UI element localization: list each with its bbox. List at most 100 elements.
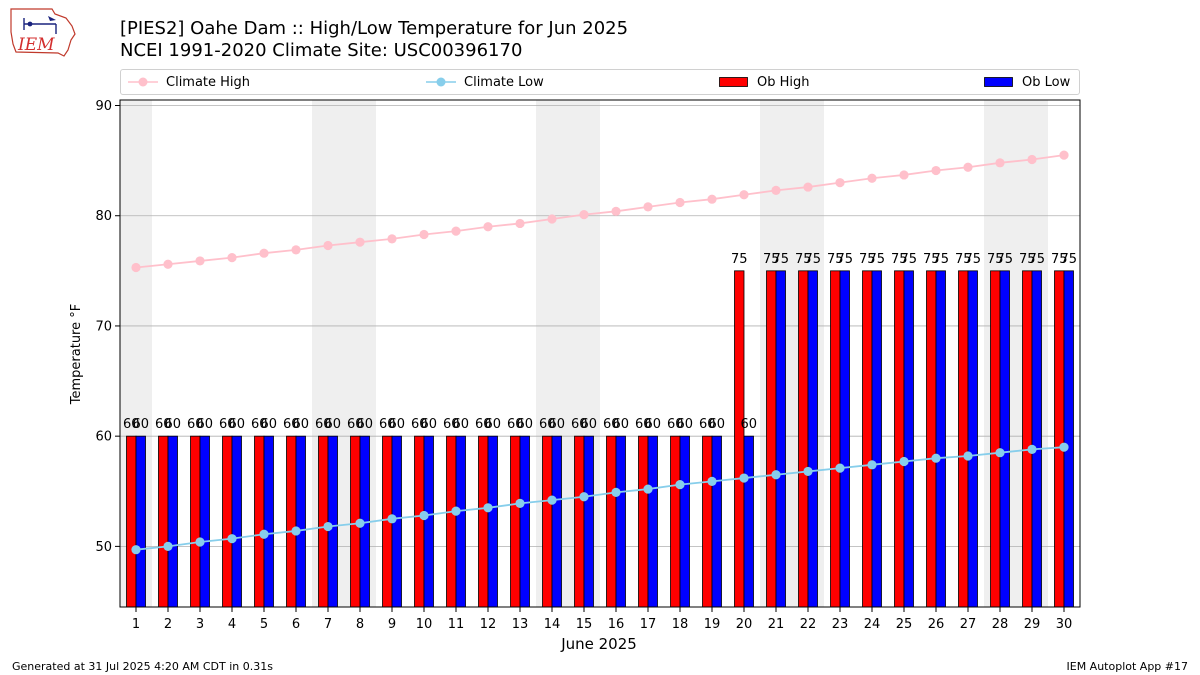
legend: Climate High Climate Low Ob High Ob Low <box>120 69 1080 95</box>
xtick-label-18: 18 <box>672 617 689 632</box>
bar-ob-low-23 <box>839 270 850 608</box>
bar-ob-low-16 <box>615 435 626 608</box>
legend-item-climate-high: Climate High <box>128 70 250 94</box>
bar-ob-high-16 <box>606 435 617 608</box>
label-ob-high-29: 75 <box>1019 252 1036 267</box>
climate-low-point-10 <box>419 510 429 521</box>
bar-ob-high-1 <box>126 435 137 608</box>
climate-high-point-2 <box>163 259 173 269</box>
climate-high-point-11 <box>451 226 461 236</box>
label-ob-low-4: 60 <box>228 417 245 432</box>
bar-ob-low-15 <box>583 435 594 608</box>
xtick-label-13: 13 <box>512 617 529 632</box>
climate-high-point-10 <box>419 229 429 240</box>
xtick-label-20: 20 <box>736 617 753 632</box>
climate-high-point-1 <box>131 262 141 273</box>
climate-low-point-17 <box>643 484 653 494</box>
ytick-label-90: 90 <box>95 99 112 114</box>
label-ob-high-2: 60 <box>155 417 172 432</box>
label-ob-high-30: 75 <box>1051 252 1068 267</box>
climate-high-point-16 <box>611 206 621 216</box>
bar-ob-high-30 <box>1054 270 1065 608</box>
climate-high-point-25 <box>899 170 909 180</box>
legend-item-ob-high: Ob High <box>719 70 810 94</box>
bar-ob-low-1 <box>135 435 146 608</box>
bar-ob-high-7 <box>318 435 329 608</box>
climate-high-point-3 <box>195 256 205 266</box>
label-ob-low-8: 60 <box>356 417 373 432</box>
xtick-label-12: 12 <box>480 617 497 632</box>
climate-low-point-2 <box>163 541 173 551</box>
xtick-label-10: 10 <box>416 617 433 632</box>
label-ob-high-16: 60 <box>603 417 620 432</box>
climate-low-point-1 <box>131 545 141 555</box>
label-ob-high-9: 60 <box>379 417 396 432</box>
climate-high-point-18 <box>675 197 685 208</box>
climate-low-point-8 <box>355 518 365 528</box>
climate-low-point-11 <box>451 506 461 516</box>
bar-ob-low-6 <box>295 435 306 608</box>
climate-low-point-22 <box>803 466 813 477</box>
bar-ob-low-18 <box>679 435 690 608</box>
xtick-label-4: 4 <box>228 617 236 632</box>
label-ob-low-24: 75 <box>868 252 885 267</box>
bar-ob-high-13 <box>510 435 521 608</box>
label-ob-low-29: 75 <box>1028 252 1045 267</box>
xtick-label-25: 25 <box>896 617 913 632</box>
label-ob-high-18: 60 <box>667 417 684 432</box>
climate-high-point-30 <box>1059 150 1069 160</box>
climate-high-point-22 <box>803 182 813 192</box>
climate-low-point-20 <box>739 473 749 483</box>
climate-high-line-icon <box>128 77 158 87</box>
bar-ob-low-3 <box>199 435 210 608</box>
climate-low-line-icon <box>426 77 456 87</box>
bar-ob-high-4 <box>222 435 233 608</box>
label-ob-high-17: 60 <box>635 417 652 432</box>
xtick-label-14: 14 <box>544 617 561 632</box>
label-ob-high-3: 60 <box>187 417 204 432</box>
bar-ob-low-13 <box>519 435 530 608</box>
climate-high-point-9 <box>387 234 397 244</box>
legend-label-climate-low: Climate Low <box>464 74 544 90</box>
legend-label-climate-high: Climate High <box>166 74 251 90</box>
climate-high-point-15 <box>579 210 589 220</box>
bar-ob-low-30 <box>1063 270 1074 608</box>
ytick-label-80: 80 <box>95 209 112 224</box>
climate-low-point-12 <box>483 503 493 513</box>
bar-ob-high-14 <box>542 435 553 608</box>
bar-ob-high-11 <box>446 435 457 608</box>
climate-low-line <box>135 446 1065 551</box>
label-ob-high-8: 60 <box>347 417 364 432</box>
climate-low-point-6 <box>291 526 301 536</box>
bar-ob-low-20 <box>743 435 754 608</box>
bar-ob-high-25 <box>894 270 905 608</box>
xtick-label-28: 28 <box>992 617 1009 632</box>
bar-ob-low-10 <box>423 435 434 608</box>
label-ob-high-21: 75 <box>763 252 780 267</box>
label-ob-low-10: 60 <box>420 417 437 432</box>
label-ob-high-26: 75 <box>923 252 940 267</box>
bar-ob-low-29 <box>1031 270 1042 608</box>
xtick-label-24: 24 <box>864 617 881 632</box>
bar-ob-low-22 <box>807 270 818 608</box>
ytick-label-50: 50 <box>95 540 112 555</box>
bar-ob-high-10 <box>414 435 425 608</box>
bar-ob-low-26 <box>935 270 946 608</box>
climate-high-point-26 <box>931 165 941 176</box>
xtick-label-1: 1 <box>132 617 140 632</box>
climate-high-point-12 <box>483 222 493 232</box>
logo-text: IEM <box>17 35 55 55</box>
climate-low-point-27 <box>963 451 973 461</box>
ob-high-swatch-icon <box>719 77 748 87</box>
footer-app-id: IEM Autoplot App #17 <box>1066 660 1189 673</box>
climate-low-point-4 <box>227 534 237 544</box>
label-ob-low-23: 75 <box>836 252 853 267</box>
climate-high-point-6 <box>291 245 301 255</box>
climate-low-point-23 <box>835 463 845 473</box>
bar-ob-high-28 <box>990 270 1001 608</box>
label-ob-low-15: 60 <box>580 417 597 432</box>
xtick-label-26: 26 <box>928 617 945 632</box>
bar-ob-high-3 <box>190 435 201 608</box>
bar-ob-high-29 <box>1022 270 1033 608</box>
